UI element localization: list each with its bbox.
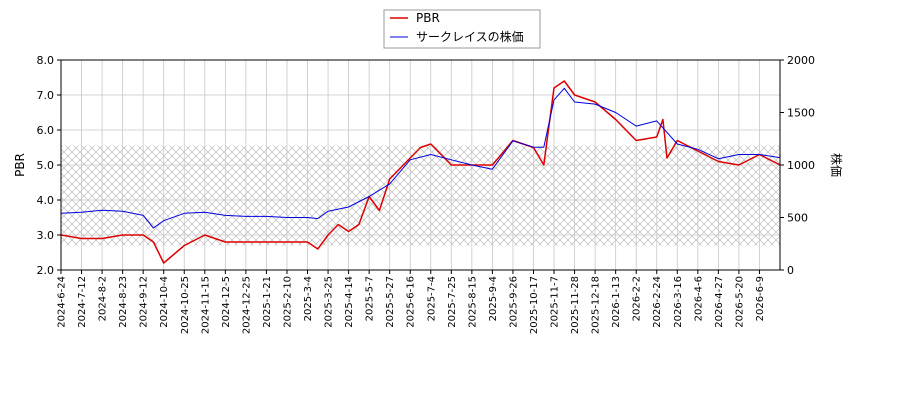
x-tick-label: 2026-6-9 (755, 276, 766, 321)
x-tick-label: 2025-9-26 (508, 276, 519, 328)
y-axis-left-label: PBR (13, 153, 27, 177)
x-tick-label: 2025-6-16 (406, 276, 417, 328)
y-right-tick-label: 2000 (787, 54, 815, 67)
x-tick-label: 2025-1-21 (262, 276, 273, 328)
x-tick-label: 2025-5-27 (385, 276, 396, 328)
y-right-tick-label: 0 (787, 264, 794, 277)
legend: PBR サークレイスの株価 (383, 9, 541, 49)
hatched-band (61, 145, 780, 246)
x-tick-label: 2024-12-25 (241, 276, 252, 334)
x-tick-label: 2025-3-4 (303, 276, 314, 321)
x-tick-label: 2026-4-6 (693, 276, 704, 321)
y-right-tick-label: 1500 (787, 107, 815, 120)
legend-label-price: サークレイスの株価 (416, 29, 524, 44)
x-tick-label: 2026-2-2 (632, 276, 643, 321)
x-tick-label: 2024-8-2 (98, 276, 109, 321)
x-tick-label: 2024-12-5 (221, 276, 232, 328)
x-tick-label: 2025-12-18 (591, 276, 602, 334)
y-right-tick-label: 1000 (787, 159, 815, 172)
x-tick-label: 2025-8-15 (467, 276, 478, 328)
x-tick-label: 2025-11-7 (550, 276, 561, 328)
x-tick-label: 2024-10-25 (180, 276, 191, 334)
y-left-tick-label: 2.0 (37, 264, 55, 277)
y-right-tick-label: 500 (787, 212, 808, 225)
price-series-line (61, 87, 780, 229)
legend-label-pbr: PBR (416, 11, 440, 25)
x-tick-label: 2024-6-24 (57, 276, 68, 328)
x-tick-label: 2026-4-27 (714, 276, 725, 328)
pbr-series-line (61, 80, 780, 264)
y-left-tick-label: 5.0 (37, 159, 55, 172)
x-tick-label: 2025-11-28 (570, 276, 581, 334)
x-tick-label: 2024-8-23 (118, 276, 129, 328)
legend-box (383, 9, 541, 49)
x-tick-label: 2024-9-12 (139, 276, 150, 328)
x-tick-label: 2025-7-25 (447, 276, 458, 328)
x-tick-label: 2026-5-20 (734, 276, 745, 328)
x-tick-label: 2026-2-24 (652, 276, 663, 328)
y-left-tick-label: 4.0 (37, 194, 55, 207)
y-axis-right-label: 株価 (829, 153, 844, 177)
x-tick-label: 2025-9-4 (488, 276, 499, 321)
x-tick-label: 2025-10-17 (529, 276, 540, 334)
x-tick-label: 2026-1-13 (611, 276, 622, 328)
y-left-tick-label: 3.0 (37, 229, 55, 242)
x-tick-label: 2024-10-4 (159, 276, 170, 328)
y-left-tick-label: 6.0 (37, 124, 55, 137)
x-tick-label: 2024-11-15 (200, 276, 211, 334)
x-tick-label: 2026-3-16 (673, 276, 684, 328)
y-left-tick-label: 8.0 (37, 54, 55, 67)
x-tick-label: 2025-4-14 (344, 276, 355, 328)
x-tick-label: 2024-7-12 (77, 276, 88, 328)
x-tick-label: 2025-2-10 (282, 276, 293, 328)
x-tick-label: 2025-3-25 (324, 276, 335, 328)
x-tick-label: 2025-7-4 (426, 276, 437, 321)
y-left-tick-label: 7.0 (37, 89, 55, 102)
x-tick-label: 2025-5-7 (365, 276, 376, 321)
